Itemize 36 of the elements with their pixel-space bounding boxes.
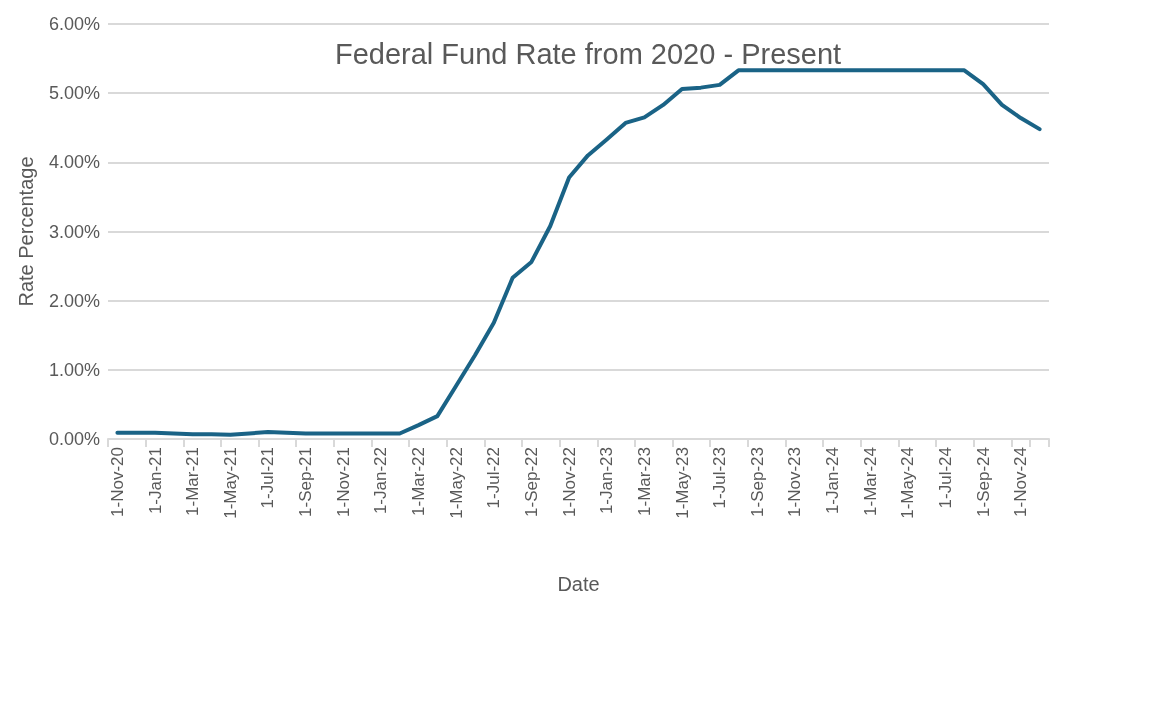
x-axis-title: Date — [557, 573, 600, 595]
x-tick-label: 1-Sep-22 — [521, 447, 541, 517]
y-tick-label: 4.00% — [48, 152, 100, 173]
y-axis-title: Rate Percentage — [15, 156, 37, 307]
x-tick-label: 1-Nov-20 — [107, 447, 127, 517]
x-tick-label: 1-May-23 — [672, 447, 692, 519]
x-tick-label: 1-Jul-23 — [710, 447, 730, 509]
line-series — [115, 68, 1042, 437]
x-tick-label: 1-Mar-22 — [409, 447, 429, 516]
x-tick-label: 1-Jul-21 — [258, 447, 278, 509]
x-tick-label: 1-May-24 — [898, 447, 918, 519]
x-tick-label: 1-Jul-24 — [935, 447, 955, 509]
x-tick-label: 1-Jul-22 — [484, 447, 504, 509]
y-tick-label: 0.00% — [48, 429, 100, 449]
x-tick-label: 1-Jan-23 — [597, 447, 617, 515]
x-tick-label: 1-May-22 — [446, 447, 466, 519]
x-tick-label: 1-Nov-24 — [1011, 447, 1031, 517]
x-tick-label: 1-Sep-24 — [973, 447, 993, 517]
y-tick-label: 2.00% — [48, 290, 100, 311]
x-tick-label: 1-Nov-22 — [559, 447, 579, 517]
x-tick-label: 1-Mar-23 — [634, 447, 654, 516]
y-tick-label: 6.00% — [48, 14, 100, 34]
x-tick-label: 1-Jan-22 — [371, 447, 391, 515]
x-tick-label: 1-Nov-23 — [785, 447, 805, 517]
x-tick-label: 1-Mar-24 — [860, 447, 880, 516]
x-tick-label: 1-Jan-24 — [823, 447, 843, 515]
y-tick-label: 1.00% — [48, 359, 100, 380]
x-tick-label: 1-Nov-21 — [333, 447, 353, 517]
x-tick-label: 1-Sep-23 — [747, 447, 767, 517]
y-tick-label: 5.00% — [48, 83, 100, 104]
x-tick-label: 1-Sep-21 — [296, 447, 316, 517]
x-tick-label: 1-Mar-21 — [183, 447, 203, 516]
y-tick-label: 3.00% — [48, 221, 100, 242]
text: Federal Fund Rate from 2020 - Present — [334, 37, 842, 70]
x-tick-label: 1-May-21 — [220, 447, 240, 519]
x-tick-label: 1-Jan-21 — [145, 447, 165, 515]
